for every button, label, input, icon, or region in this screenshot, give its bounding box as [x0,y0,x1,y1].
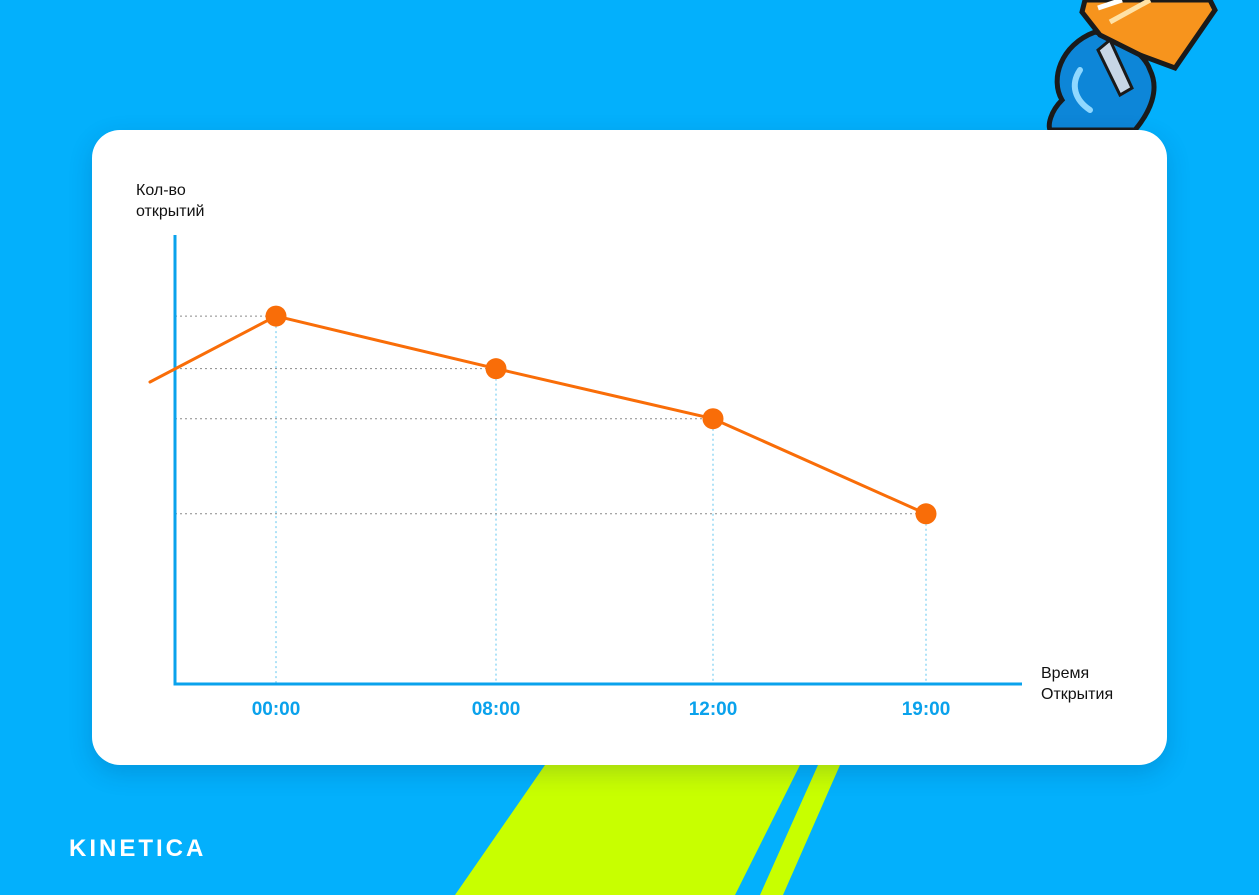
x-tick-label-0000: 00:00 [252,699,301,720]
x-axis-label-line-1: Время [1041,665,1090,682]
guide-lines [175,315,927,684]
data-point-0000 [265,305,287,327]
y-axis-label-line-1: Кол-во [136,182,186,199]
accent-stripe-thin [760,765,840,895]
data-point-1900 [915,503,937,525]
x-tick-labels: 00:00 08:00 12:00 19:00 [252,699,951,720]
x-tick-label-0800: 08:00 [472,699,521,720]
chart-card [92,130,1167,765]
x-axis-label-line-2: Открытия [1041,686,1114,703]
data-points [265,305,937,525]
data-point-0800 [485,358,507,380]
data-point-1200 [702,408,724,430]
y-axis-label: Кол-во открытий [136,180,276,222]
accent-stripe-wide [455,765,800,895]
y-axis-label-line-2: открытий [136,203,205,220]
pen-nib-icon [1046,0,1218,133]
x-axis-label: Время Открытия [1041,663,1171,705]
brand-logo: KINETICA [69,835,207,862]
x-tick-label-1900: 19:00 [902,699,951,720]
x-tick-label-1200: 12:00 [689,699,738,720]
series-line [148,314,928,516]
